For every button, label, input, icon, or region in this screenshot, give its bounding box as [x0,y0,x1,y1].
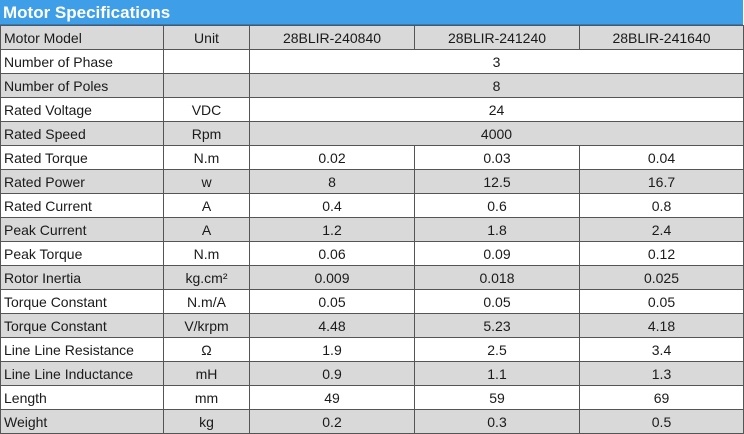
row-value-shared: 3 [249,49,744,74]
row-parameter: Peak Current [0,217,164,242]
row-value-shared: 4000 [249,121,744,146]
row-value: 3.4 [579,337,744,362]
row-unit: Ω [163,337,250,362]
spec-table-body: Motor Model Unit 28BLIR-240840 28BLIR-24… [0,25,744,434]
row-value-shared: 8 [249,73,744,98]
row-unit [163,73,250,98]
table-row: Rotor Inertia kg.cm² 0.009 0.018 0.025 [0,265,744,290]
table-row: Peak Torque N.m 0.06 0.09 0.12 [0,241,744,266]
row-value: 4.48 [249,313,415,338]
row-value: 1.2 [249,217,415,242]
row-value: 0.12 [579,241,744,266]
row-value: 49 [249,385,415,410]
row-unit: mm [163,385,250,410]
header-unit: Unit [163,25,250,50]
row-unit: N.m [163,145,250,170]
row-parameter: Rated Power [0,169,164,194]
table-row: Number of Poles 8 [0,73,744,98]
table-row: Rated Voltage VDC 24 [0,97,744,122]
row-unit: A [163,193,250,218]
row-parameter: Torque Constant [0,313,164,338]
row-value: 2.5 [414,337,580,362]
table-row: Length mm 49 59 69 [0,385,744,410]
table-row: Rated Current A 0.4 0.6 0.8 [0,193,744,218]
row-unit: kg.cm² [163,265,250,290]
row-value: 1.8 [414,217,580,242]
header-model: 28BLIR-241240 [414,25,580,50]
header-model: 28BLIR-240840 [249,25,415,50]
row-value: 0.09 [414,241,580,266]
row-unit: Rpm [163,121,250,146]
row-value: 2.4 [579,217,744,242]
row-value: 0.06 [249,241,415,266]
row-value: 0.4 [249,193,415,218]
row-value: 0.018 [414,265,580,290]
row-value: 1.1 [414,361,580,386]
table-row: Peak Current A 1.2 1.8 2.4 [0,217,744,242]
row-unit: N.m [163,241,250,266]
row-value: 8 [249,169,415,194]
row-value: 4.18 [579,313,744,338]
table-title: Motor Specifications [0,0,743,25]
row-parameter: Weight [0,409,164,434]
row-value: 0.6 [414,193,580,218]
table-row: Rated Power w 8 12.5 16.7 [0,169,744,194]
row-value-shared: 24 [249,97,744,122]
row-parameter: Rated Voltage [0,97,164,122]
header-param: Motor Model [0,25,164,50]
row-unit: kg [163,409,250,434]
row-parameter: Rated Current [0,193,164,218]
row-value: 69 [579,385,744,410]
row-parameter: Rated Torque [0,145,164,170]
row-unit: mH [163,361,250,386]
header-model: 28BLIR-241640 [579,25,744,50]
row-value: 0.05 [249,289,415,314]
row-value: 0.02 [249,145,415,170]
row-value: 0.04 [579,145,744,170]
table-row: Weight kg 0.2 0.3 0.5 [0,409,744,434]
row-value: 0.9 [249,361,415,386]
row-parameter: Length [0,385,164,410]
row-value: 0.025 [579,265,744,290]
row-value: 0.2 [249,409,415,434]
row-parameter: Peak Torque [0,241,164,266]
row-parameter: Number of Poles [0,73,164,98]
row-parameter: Line Line Resistance [0,337,164,362]
row-unit: VDC [163,97,250,122]
row-value: 16.7 [579,169,744,194]
row-parameter: Rated Speed [0,121,164,146]
table-row: Torque Constant V/krpm 4.48 5.23 4.18 [0,313,744,338]
row-parameter: Line Line Inductance [0,361,164,386]
row-value: 0.009 [249,265,415,290]
row-unit: V/krpm [163,313,250,338]
table-row: Line Line Inductance mH 0.9 1.1 1.3 [0,361,744,386]
row-parameter: Number of Phase [0,49,164,74]
row-value: 12.5 [414,169,580,194]
row-value: 59 [414,385,580,410]
table-row: Line Line Resistance Ω 1.9 2.5 3.4 [0,337,744,362]
table-row: Torque Constant N.m/A 0.05 0.05 0.05 [0,289,744,314]
row-unit: w [163,169,250,194]
row-parameter: Rotor Inertia [0,265,164,290]
row-value: 0.03 [414,145,580,170]
row-value: 1.9 [249,337,415,362]
row-value: 0.3 [414,409,580,434]
row-value: 0.05 [414,289,580,314]
row-value: 5.23 [414,313,580,338]
row-unit: A [163,217,250,242]
spec-table: Motor Model Unit 28BLIR-240840 28BLIR-24… [0,25,744,434]
table-row: Number of Phase 3 [0,49,744,74]
header-row: Motor Model Unit 28BLIR-240840 28BLIR-24… [0,25,744,50]
row-parameter: Torque Constant [0,289,164,314]
table-row: Rated Speed Rpm 4000 [0,121,744,146]
row-value: 1.3 [579,361,744,386]
row-unit [163,49,250,74]
row-unit: N.m/A [163,289,250,314]
row-value: 0.05 [579,289,744,314]
table-row: Rated Torque N.m 0.02 0.03 0.04 [0,145,744,170]
row-value: 0.8 [579,193,744,218]
row-value: 0.5 [579,409,744,434]
